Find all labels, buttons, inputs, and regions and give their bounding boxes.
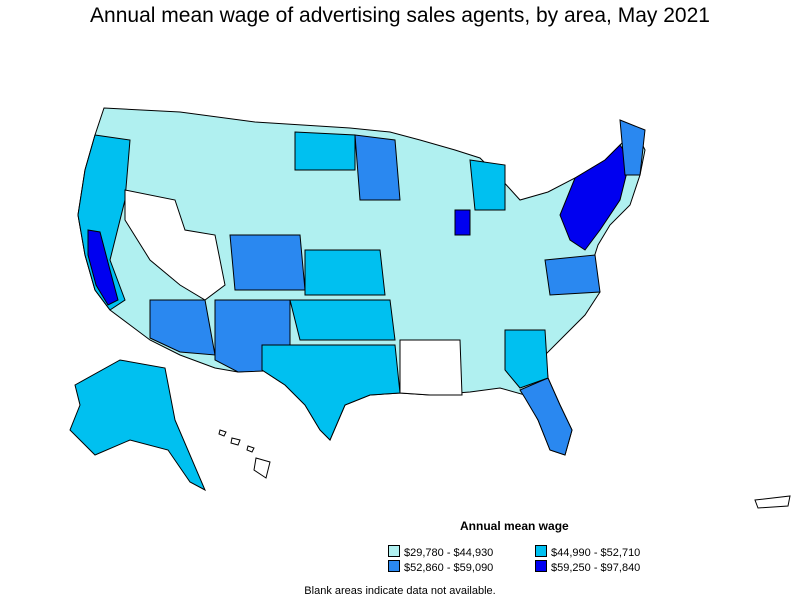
- legend-label-2: $44,990 - $52,710: [551, 547, 641, 559]
- legend-swatch-1: [388, 545, 400, 557]
- region-maine: [619, 119, 646, 176]
- hawaii-island-1: [218, 429, 227, 437]
- puerto-rico-outline: [754, 495, 791, 509]
- legend-label-1: $29,780 - $44,930: [404, 547, 494, 559]
- map-title: Annual mean wage of advertising sales ag…: [90, 4, 710, 27]
- legend-item-2: $44,990 - $52,710: [535, 545, 640, 559]
- legend-item-3: $52,860 - $59,090: [388, 560, 493, 574]
- alaska-outline: [69, 359, 207, 492]
- region-north-dakota: [294, 131, 356, 171]
- legend-label-4: $59,250 - $97,840: [551, 562, 641, 574]
- legend-swatch-4: [535, 560, 547, 572]
- footnote: Blank areas indicate data not available.: [304, 585, 496, 597]
- legend-swatch-3: [388, 560, 400, 572]
- puerto-rico: [754, 495, 791, 509]
- region-great-basin-blank: [124, 189, 226, 301]
- alaska: [69, 359, 207, 492]
- region-virginia: [544, 254, 601, 296]
- region-deep-south-blank: [399, 339, 463, 396]
- contiguous-us: [77, 107, 646, 456]
- legend-title: Annual mean wage: [460, 519, 569, 533]
- region-colorado: [229, 234, 306, 291]
- hawaii-island-3: [246, 445, 255, 453]
- region-georgia: [504, 329, 549, 389]
- hawaii: [218, 429, 271, 479]
- region-arizona: [149, 299, 216, 356]
- region-florida: [519, 377, 573, 456]
- legend-swatch-2: [535, 545, 547, 557]
- region-kansas: [304, 249, 386, 296]
- region-northeast-high: [559, 144, 631, 251]
- hawaii-island-4: [253, 457, 271, 479]
- region-oklahoma: [289, 299, 396, 341]
- region-texas: [261, 344, 401, 441]
- region-chicago: [454, 209, 471, 236]
- legend-item-4: $59,250 - $97,840: [535, 560, 640, 574]
- region-michigan: [469, 159, 506, 211]
- hawaii-island-2: [230, 437, 241, 446]
- region-minnesota: [354, 134, 401, 201]
- legend-label-3: $52,860 - $59,090: [404, 562, 494, 574]
- legend-item-1: $29,780 - $44,930: [388, 545, 493, 559]
- region-california-high: [87, 229, 119, 306]
